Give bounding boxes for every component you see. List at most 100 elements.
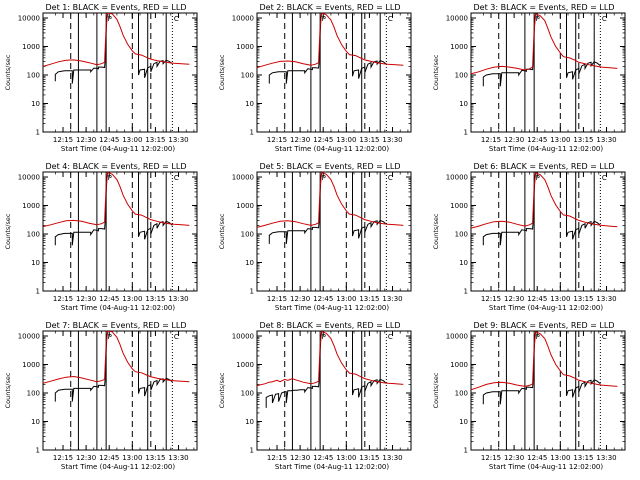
y-tick-label: 10 (245, 259, 254, 267)
panel-title: Det 7: BLACK = Events, RED = LLD (46, 321, 187, 330)
plot-frame (256, 330, 412, 451)
y-axis-label: Counts/sec (218, 372, 226, 408)
x-tick-label: 12:15 (53, 454, 73, 462)
x-tick-label: 12:30 (290, 454, 310, 462)
detector-panel-2: Det 2: BLACK = Events, RED = LLD Counts/s… (218, 3, 412, 153)
x-tick-label: 12:45 (99, 295, 119, 303)
lld-series-line (471, 172, 618, 229)
x-tick-label: 12:15 (53, 136, 73, 144)
y-axis-label: Counts/sec (4, 54, 12, 90)
detector-panel-7: Det 7: BLACK = Events, RED = LLD Counts/s… (4, 321, 198, 471)
plot-frame (470, 12, 626, 133)
annotation-c: C (174, 333, 179, 341)
detector-panel-6: Det 6: BLACK = Events, RED = LLD Counts/s… (432, 162, 626, 312)
y-tick-label: 1000 (450, 202, 468, 210)
x-tick-label: 12:15 (481, 136, 501, 144)
x-tick-label: 13:00 (550, 136, 570, 144)
events-series-line (268, 13, 387, 84)
y-tick-label: 10 (31, 100, 40, 108)
x-tick-label: 12:45 (313, 136, 333, 144)
detector-panel-4: Det 4: BLACK = Events, RED = LLD Counts/s… (4, 162, 198, 312)
x-tick-label: 13:30 (596, 454, 616, 462)
detector-panel-1: Det 1: BLACK = Events, RED = LLD Counts/s… (4, 3, 198, 153)
x-tick-label: 12:15 (267, 295, 287, 303)
y-tick-label: 100 (241, 390, 254, 398)
x-tick-label: 12:45 (99, 454, 119, 462)
x-tick-label: 13:15 (359, 295, 379, 303)
lld-series-line (471, 13, 618, 75)
events-series-line (54, 331, 173, 402)
y-tick-label: 1 (250, 288, 254, 296)
y-tick-label: 1000 (450, 361, 468, 369)
plot-frame (42, 12, 198, 133)
events-series-line (482, 13, 601, 87)
annotation-c: C (602, 15, 607, 23)
detector-panel-5: Det 5: BLACK = Events, RED = LLD Counts/s… (218, 162, 412, 312)
annotation-p: P (108, 15, 112, 23)
y-axis-label: Counts/sec (4, 372, 12, 408)
x-tick-label: 13:30 (168, 136, 188, 144)
y-tick-label: 1 (36, 447, 40, 455)
annotation-p: P (536, 15, 540, 23)
x-tick-label: 12:30 (76, 136, 96, 144)
y-tick-label: 1000 (22, 202, 40, 210)
x-tick-label: 12:15 (267, 454, 287, 462)
panel-title: Det 2: BLACK = Events, RED = LLD (260, 3, 401, 12)
y-axis-label: Counts/sec (4, 213, 12, 249)
y-tick-label: 10 (245, 418, 254, 426)
plot-frame (470, 330, 626, 451)
x-tick-label: 12:30 (290, 295, 310, 303)
x-tick-label: 13:00 (336, 454, 356, 462)
y-tick-label: 100 (241, 231, 254, 239)
panel-title: Det 6: BLACK = Events, RED = LLD (474, 162, 615, 171)
x-tick-label: 12:45 (313, 295, 333, 303)
panel-title: Det 9: BLACK = Events, RED = LLD (474, 321, 615, 330)
annotation-p: P (536, 174, 540, 182)
panel-title: Det 3: BLACK = Events, RED = LLD (474, 3, 615, 12)
y-tick-label: 10 (459, 100, 468, 108)
y-tick-label: 10000 (446, 333, 468, 341)
x-tick-label: 13:30 (168, 295, 188, 303)
x-tick-label: 13:00 (122, 136, 142, 144)
x-tick-label: 13:00 (122, 295, 142, 303)
y-tick-label: 10000 (446, 15, 468, 23)
x-tick-label: 13:00 (336, 295, 356, 303)
annotation-c: C (388, 174, 393, 182)
plot-frame (256, 12, 412, 133)
y-tick-label: 1000 (236, 43, 254, 51)
y-tick-label: 1000 (236, 202, 254, 210)
annotation-p: P (108, 333, 112, 341)
x-tick-label: 12:30 (76, 295, 96, 303)
annotation-p: P (108, 174, 112, 182)
x-tick-label: 12:15 (267, 136, 287, 144)
y-tick-label: 100 (455, 231, 468, 239)
events-series-line (54, 172, 173, 246)
x-tick-label: 12:30 (504, 295, 524, 303)
x-tick-label: 13:15 (145, 295, 165, 303)
y-tick-label: 10 (31, 418, 40, 426)
y-tick-label: 1000 (450, 43, 468, 51)
events-series-line (54, 13, 173, 84)
y-tick-label: 1 (464, 129, 468, 137)
y-tick-label: 100 (27, 390, 40, 398)
y-tick-label: 10000 (232, 333, 254, 341)
annotation-p: P (536, 333, 540, 341)
y-tick-label: 1 (464, 288, 468, 296)
x-axis-label: Start Time (04-Aug-11 12:02:00) (275, 304, 389, 312)
y-tick-label: 10000 (446, 174, 468, 182)
x-tick-label: 12:30 (76, 454, 96, 462)
x-tick-label: 13:00 (122, 454, 142, 462)
x-axis-label: Start Time (04-Aug-11 12:02:00) (275, 145, 389, 153)
detector-panel-3: Det 3: BLACK = Events, RED = LLD Counts/s… (432, 3, 626, 153)
annotation-c: C (602, 333, 607, 341)
events-series-line (482, 172, 601, 246)
y-axis-label: Counts/sec (218, 213, 226, 249)
y-tick-label: 10 (459, 259, 468, 267)
y-axis-label: Counts/sec (432, 372, 440, 408)
x-tick-label: 13:30 (382, 136, 402, 144)
x-tick-label: 13:15 (573, 295, 593, 303)
x-tick-label: 12:15 (481, 295, 501, 303)
events-series-line (482, 331, 601, 405)
y-axis-label: Counts/sec (218, 54, 226, 90)
plot-frame (470, 171, 626, 292)
